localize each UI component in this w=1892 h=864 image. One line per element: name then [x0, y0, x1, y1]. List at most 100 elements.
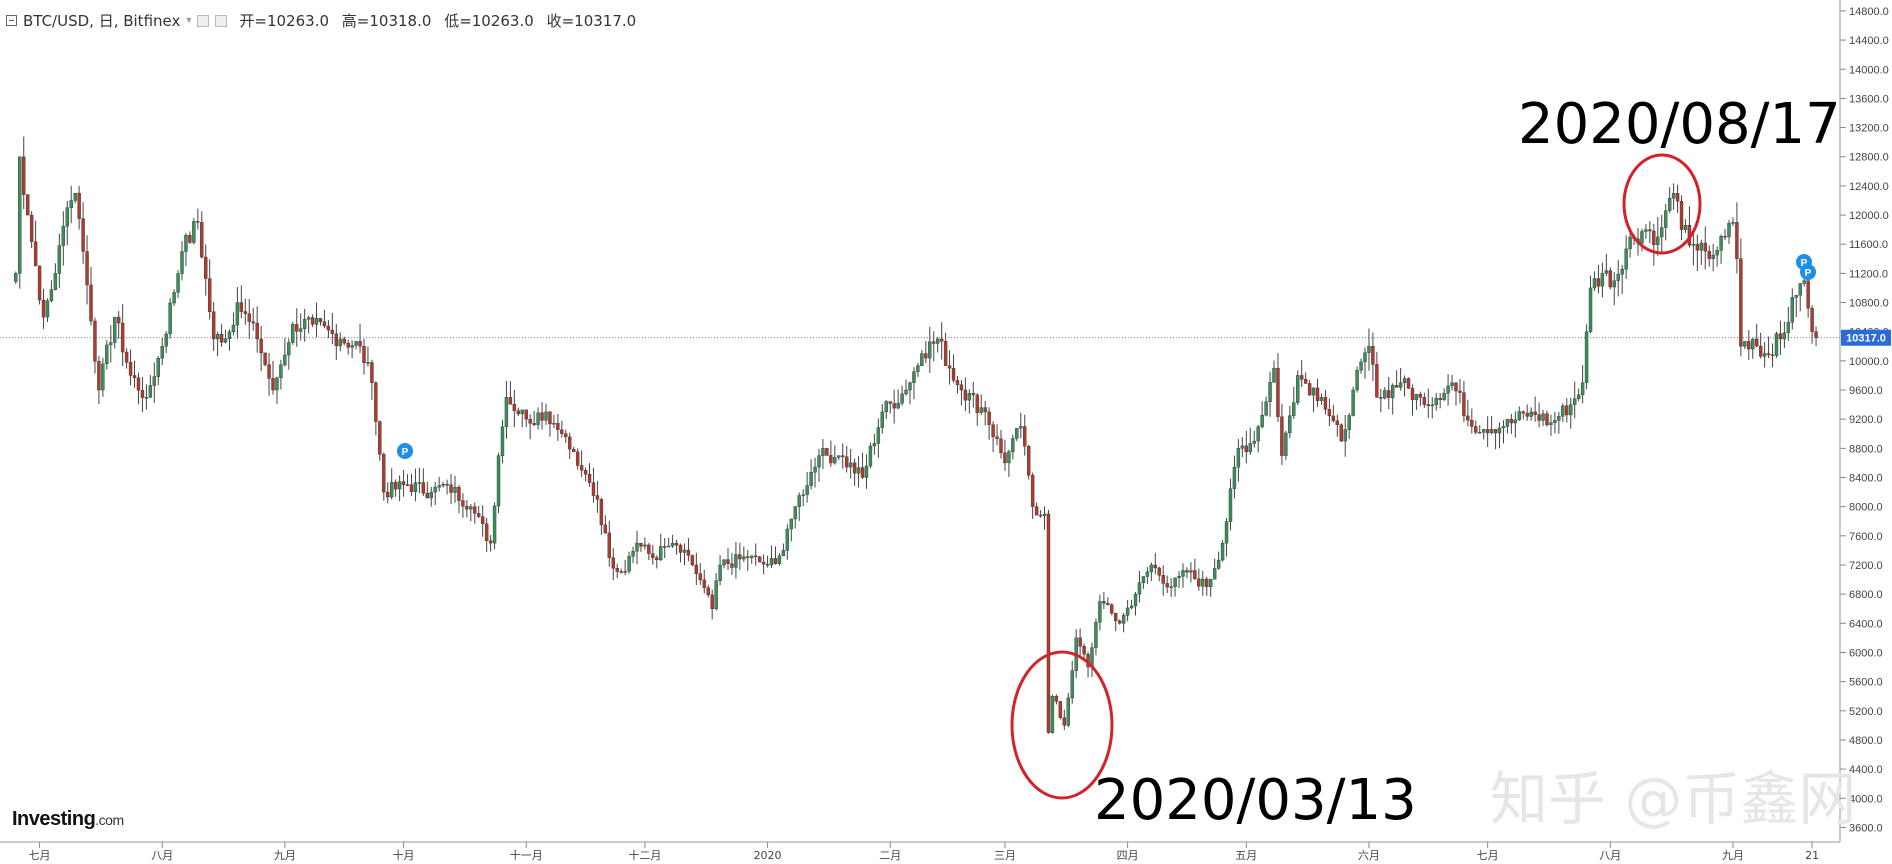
candle-body — [1608, 270, 1613, 288]
candle-body — [880, 411, 885, 428]
candle-body — [1711, 254, 1715, 259]
candle-body — [1652, 230, 1656, 246]
candle-body — [635, 542, 639, 552]
candle-body — [1228, 488, 1233, 522]
candle-body — [1121, 615, 1126, 624]
symbol-label[interactable]: BTC/USD, 日, Bitfinex — [23, 12, 181, 30]
candle-body — [706, 587, 710, 596]
candle-body — [607, 532, 612, 558]
candle-body — [1026, 445, 1031, 476]
candle-body — [128, 362, 133, 376]
candle-body — [714, 580, 718, 609]
candle-body — [781, 550, 786, 556]
investing-logo[interactable]: Investing.com — [12, 808, 124, 831]
candle-body — [275, 377, 279, 391]
candle-body — [358, 341, 362, 347]
candle-body — [583, 470, 588, 475]
candle-body — [1398, 382, 1403, 388]
candle-body — [73, 192, 77, 201]
candle-body — [14, 273, 18, 282]
y-tick-label: 11200.0 — [1849, 268, 1888, 280]
candle-body — [884, 401, 888, 413]
settings-icon[interactable] — [197, 14, 210, 27]
candle-body — [1754, 338, 1759, 347]
x-tick-label: 十二月 — [628, 848, 661, 862]
close-value: 收=10317.0 — [546, 12, 637, 30]
p-marker-label: P — [402, 447, 409, 458]
candle-body — [1307, 383, 1312, 396]
candle-body — [1244, 445, 1249, 453]
y-tick-label: 12400.0 — [1849, 181, 1889, 193]
candle-body — [1208, 578, 1213, 588]
candle-body — [1478, 432, 1482, 434]
candle-body — [1383, 390, 1387, 399]
candle-body — [85, 251, 89, 286]
candle-body — [1715, 250, 1719, 256]
candle-body — [1181, 570, 1185, 577]
candle-body — [449, 484, 453, 493]
candle-body — [682, 549, 687, 553]
candle-body — [1205, 578, 1209, 588]
candle-body — [627, 556, 631, 572]
candle-body — [710, 594, 714, 609]
candle-body — [488, 540, 493, 544]
candle-body — [655, 557, 659, 561]
candle-body — [1663, 210, 1668, 228]
candle-body — [500, 426, 505, 456]
candle-body — [730, 563, 734, 568]
candle-body — [1747, 341, 1751, 350]
candle-body — [1098, 601, 1102, 623]
candle-body — [200, 222, 204, 258]
candle-body — [267, 364, 271, 379]
candle-body — [1284, 432, 1288, 456]
candle-body — [1157, 567, 1161, 576]
candle-body — [1149, 564, 1154, 573]
candle-body — [1442, 393, 1446, 401]
chevron-down-icon[interactable]: ▾ — [186, 15, 192, 26]
y-tick-label: 6800.0 — [1849, 589, 1883, 601]
x-tick-label: 2020 — [754, 849, 782, 862]
y-tick-label: 14800.0 — [1849, 6, 1889, 18]
candle-body — [698, 573, 703, 581]
candle-body — [1106, 603, 1110, 605]
candle-body — [1569, 404, 1573, 416]
y-tick-label: 6400.0 — [1849, 618, 1883, 630]
candle-body — [156, 357, 160, 377]
candle-body — [457, 486, 461, 501]
candle-body — [548, 411, 552, 425]
candle-body — [1201, 578, 1205, 587]
candle-body — [211, 311, 216, 340]
candle-body — [750, 555, 754, 558]
candle-body — [552, 422, 556, 425]
candle-body — [243, 311, 248, 314]
candle-body — [378, 421, 382, 455]
candle-body — [686, 549, 691, 556]
candle-body — [496, 455, 501, 507]
candle-body — [22, 156, 26, 195]
candle-body — [1794, 295, 1798, 298]
candle-body — [1023, 426, 1027, 447]
candle-body — [651, 553, 655, 558]
candle-body — [793, 506, 797, 520]
candle-body — [1474, 426, 1478, 433]
candle-body — [29, 214, 34, 242]
candle-body — [1592, 278, 1597, 289]
candle-body — [512, 403, 517, 411]
candle-body — [833, 457, 837, 464]
candle-body — [477, 513, 481, 517]
candle-body — [65, 207, 69, 227]
candle-body — [1683, 225, 1688, 230]
collapse-icon[interactable] — [6, 15, 17, 26]
candle-body — [868, 445, 873, 467]
x-tick-label: 八月 — [151, 849, 173, 862]
candle-body — [1256, 426, 1260, 442]
candle-body — [314, 318, 319, 325]
candle-body — [943, 341, 948, 366]
candle-body — [769, 558, 774, 566]
candle-body — [1644, 229, 1648, 232]
indicator-icon[interactable] — [215, 14, 228, 27]
candle-body — [45, 300, 50, 318]
y-tick-label: 8000.0 — [1849, 502, 1883, 514]
candle-body — [1596, 278, 1601, 287]
